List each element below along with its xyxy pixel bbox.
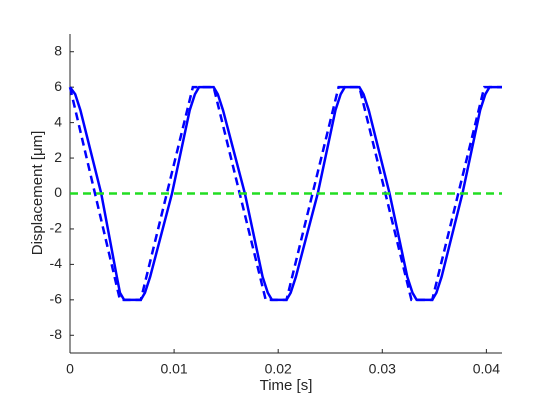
y-tick-label: 2 [54, 149, 62, 165]
x-tick-label: 0.04 [473, 361, 500, 377]
y-axis-label: Displacement [μm] [29, 131, 46, 256]
y-tick-label: 8 [54, 42, 62, 58]
y-tick-label: -4 [50, 255, 63, 271]
x-axis-label: Time [s] [260, 377, 313, 394]
x-tick-label: 0.01 [160, 361, 187, 377]
y-tick-label: 6 [54, 78, 62, 94]
x-tick-label: 0 [66, 361, 74, 377]
y-tick-label: -8 [50, 326, 63, 342]
series-line [68, 85, 502, 302]
y-tick-label: -6 [50, 291, 63, 307]
x-tick-label: 0.03 [369, 361, 396, 377]
y-tick-label: 0 [54, 184, 62, 200]
y-tick-label: -2 [50, 220, 63, 236]
x-tick-label: 0.02 [265, 361, 292, 377]
y-tick-label: 4 [54, 113, 62, 129]
